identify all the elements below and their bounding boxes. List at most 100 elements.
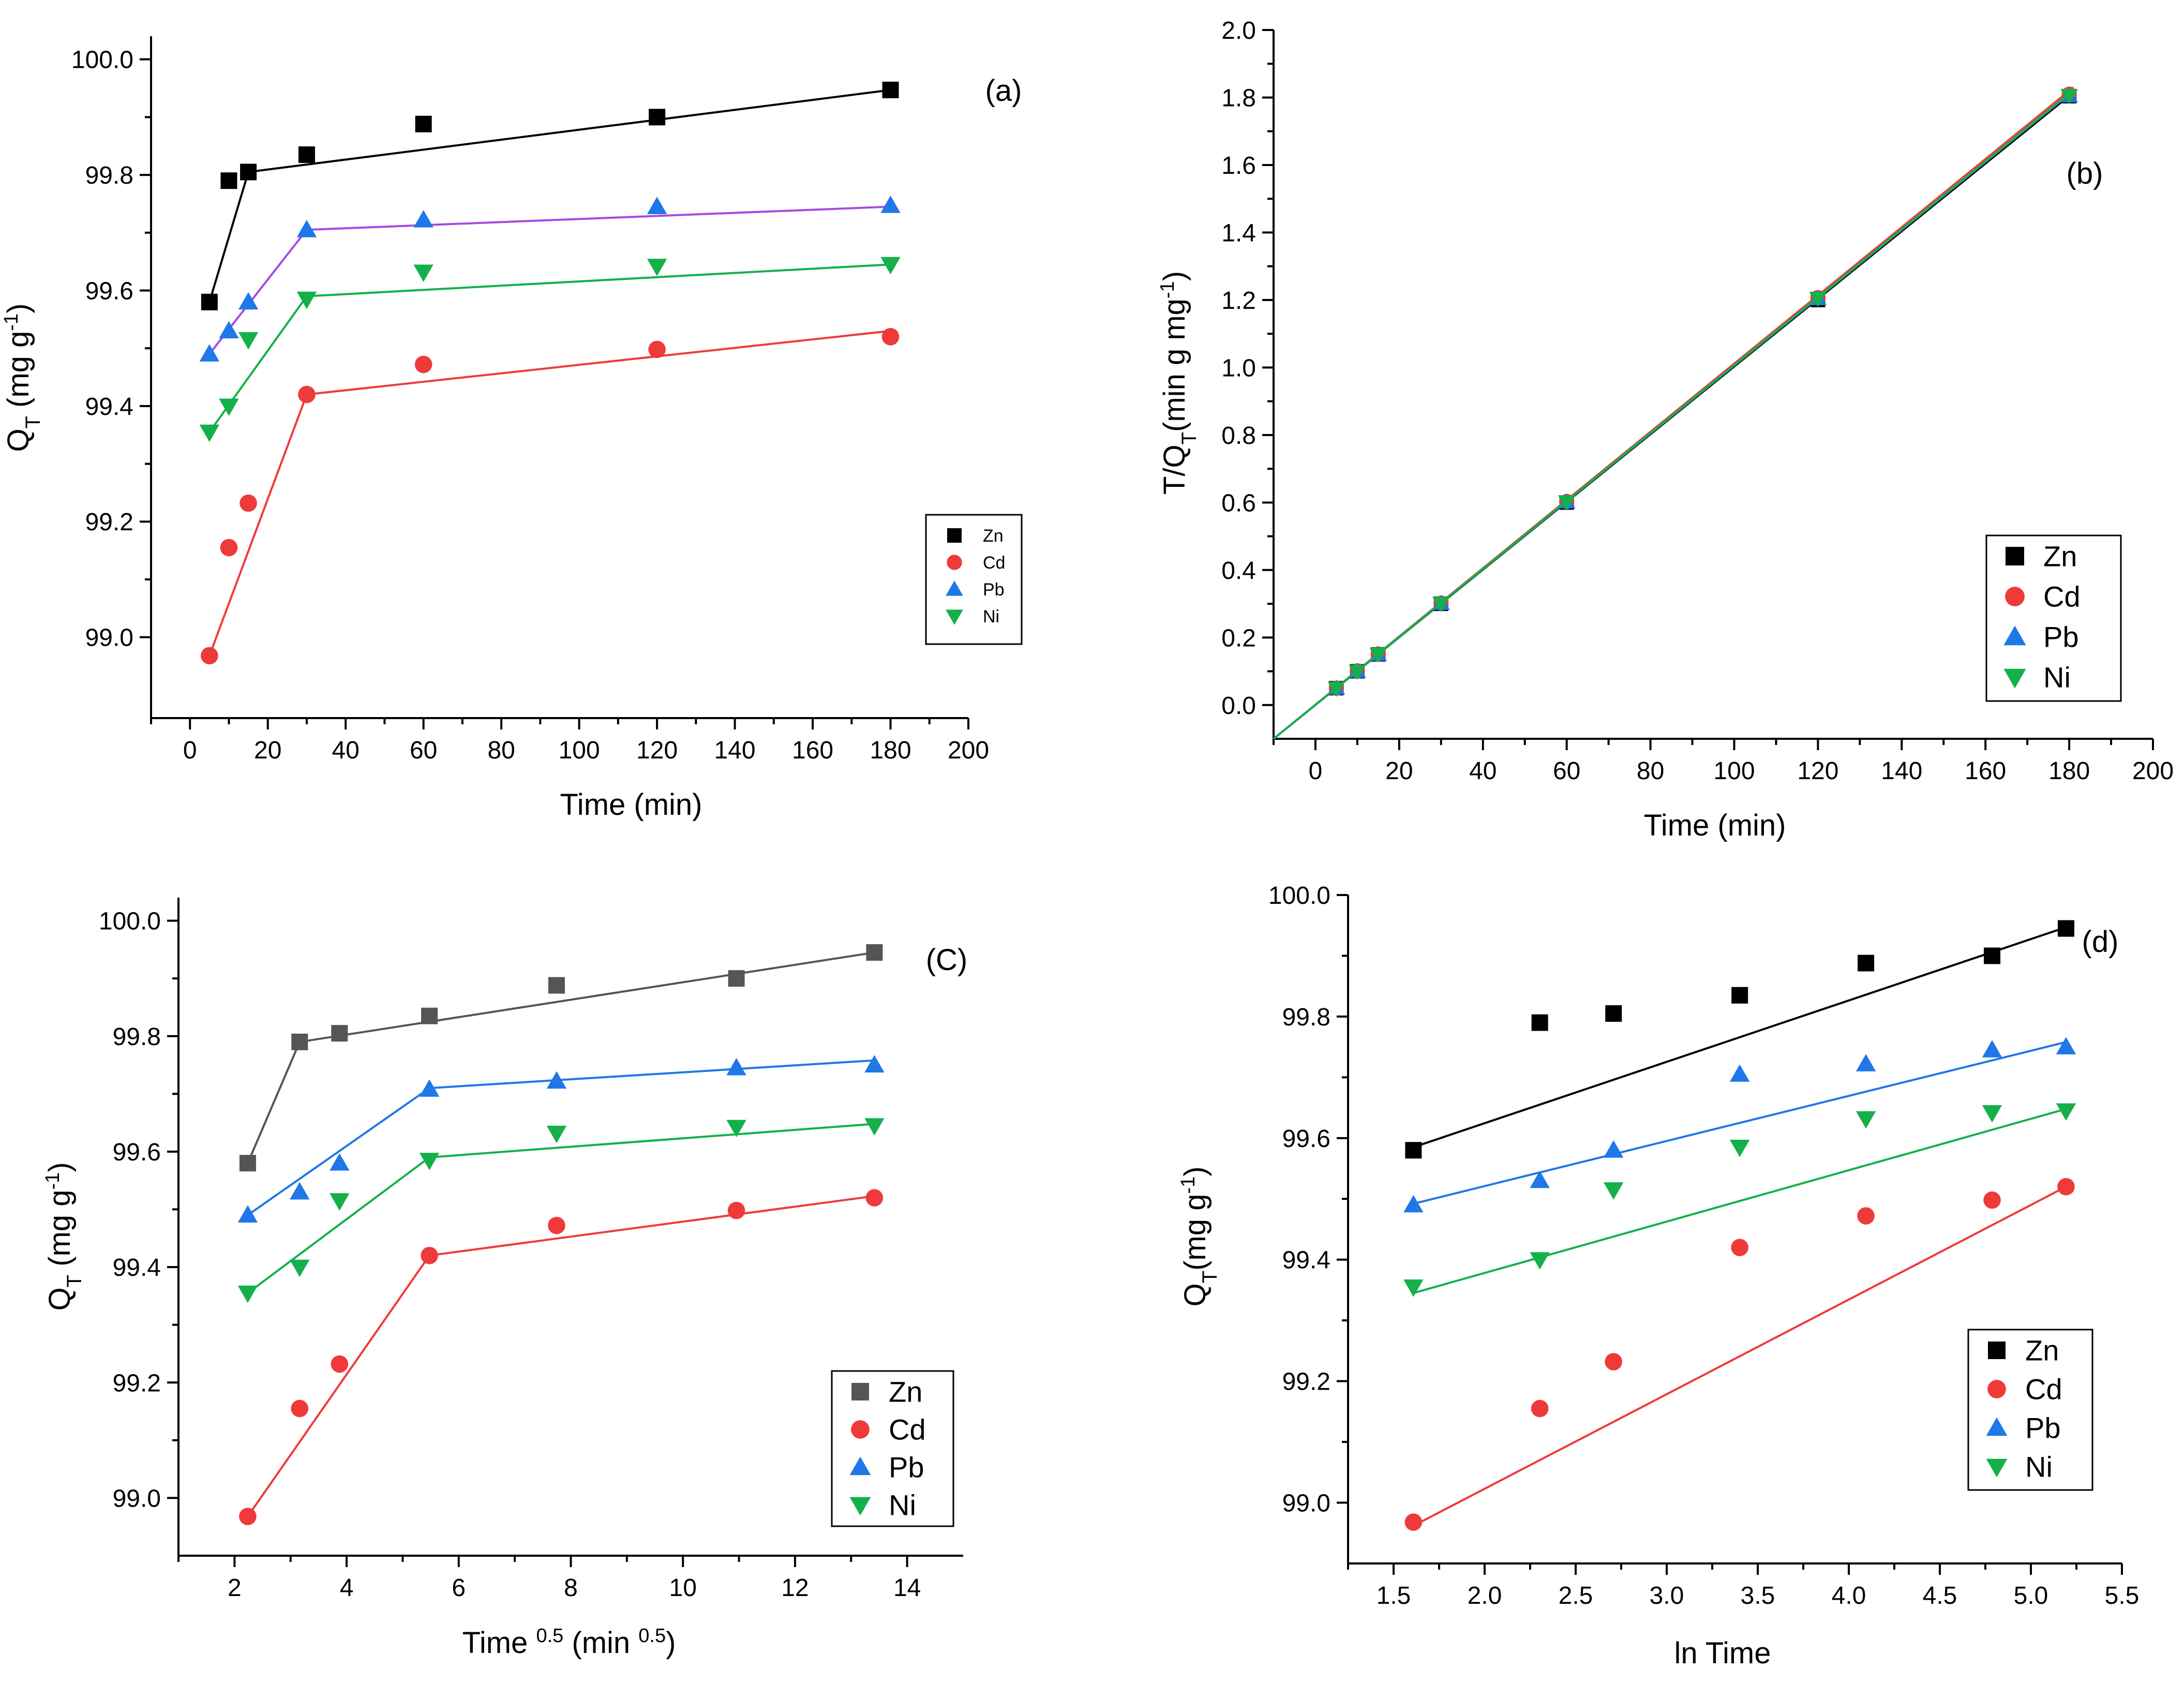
legend-marker-pb xyxy=(849,1456,871,1476)
x-tick-label: 2 xyxy=(228,1574,242,1602)
legend-marker-ni xyxy=(1986,1458,2008,1478)
panel-b: 0 20 40 60 80 100 120 140 160 180 200 0.0 0.2 0.4 0.6 0… xyxy=(1157,17,2174,842)
data-point-zn xyxy=(415,115,432,132)
data-point-pb xyxy=(647,197,667,214)
data-point-ni xyxy=(1530,1252,1550,1270)
legend-label-pb: Pb xyxy=(2025,1412,2061,1444)
y-tick-label: 99.8 xyxy=(113,1023,161,1051)
data-point-cd xyxy=(201,647,218,665)
data-point-ni xyxy=(1432,597,1450,613)
data-point-cd xyxy=(648,340,666,359)
fit-line-cd xyxy=(306,330,891,396)
data-point-zn xyxy=(548,977,565,994)
y-tick-label: 1.2 xyxy=(1221,287,1256,315)
fit-line-zn xyxy=(247,1041,301,1164)
data-point-pb xyxy=(1530,1170,1550,1188)
data-point-ni xyxy=(1809,292,1827,307)
x-tick-label: 40 xyxy=(332,737,359,764)
x-tick-label: 1.5 xyxy=(1377,1582,1411,1610)
fit-line-ni xyxy=(429,1123,875,1159)
data-point-cd xyxy=(1731,1239,1748,1257)
series-ni xyxy=(237,1118,885,1303)
x-axis-title: Time (min) xyxy=(1644,809,1786,842)
x-tick-label: 180 xyxy=(870,737,911,764)
legend-marker-cd xyxy=(2005,587,2025,606)
data-point-zn xyxy=(240,163,257,181)
x-tick-label: 4.5 xyxy=(1923,1582,1957,1610)
data-point-ni xyxy=(1369,647,1387,663)
data-point-pb xyxy=(1856,1054,1876,1071)
data-point-ni xyxy=(1729,1140,1750,1157)
data-point-zn xyxy=(331,1025,348,1042)
data-point-ni xyxy=(413,264,433,282)
x-tick-label: 100 xyxy=(559,737,600,764)
x-tick-label: 120 xyxy=(636,737,678,764)
data-point-pb xyxy=(2056,1037,2076,1055)
data-point-cd xyxy=(240,494,257,512)
data-point-cd xyxy=(1983,1191,2001,1209)
series-pb xyxy=(1403,1037,2076,1213)
y-tick-label: 99.2 xyxy=(1282,1368,1330,1396)
fit-line-zn xyxy=(299,951,875,1043)
legend: Zn Cd Pb Ni xyxy=(925,514,1023,645)
legend-label-ni: Ni xyxy=(2043,661,2071,694)
x-tick-label: 5.0 xyxy=(2014,1582,2048,1610)
y-tick-label: 99.6 xyxy=(1282,1125,1330,1153)
data-point-pb xyxy=(864,1055,885,1072)
legend-marker-ni xyxy=(946,609,963,625)
data-point-cd xyxy=(727,1201,745,1219)
x-tick-label: 140 xyxy=(1881,757,1922,785)
y-tick-label: 99.0 xyxy=(85,624,133,652)
y-tick-label: 99.4 xyxy=(85,393,133,421)
legend-label-pb: Pb xyxy=(983,580,1005,600)
fit-line-zn xyxy=(1413,926,2067,1149)
x-tick-label: 14 xyxy=(893,1574,921,1602)
y-tick-label: 0.2 xyxy=(1221,624,1256,652)
x-tick-label: 2.0 xyxy=(1468,1582,1502,1610)
legend: Zn Cd Pb Ni xyxy=(831,1370,954,1527)
data-point-zn xyxy=(1531,1014,1548,1031)
data-point-zn xyxy=(1405,1142,1422,1159)
y-tick-label: 0.0 xyxy=(1221,692,1256,720)
y-tick-label: 99.6 xyxy=(85,277,133,305)
x-tick-label: 6 xyxy=(452,1574,466,1602)
y-tick-label: 1.4 xyxy=(1221,219,1256,247)
x-tick-label: 200 xyxy=(948,737,989,764)
legend-marker-cd xyxy=(1987,1380,2006,1398)
y-tick-label: 100.0 xyxy=(1268,882,1330,910)
data-point-cd xyxy=(548,1216,565,1234)
x-axis-title: Time 0.5 (min 0.5) xyxy=(462,1625,676,1660)
series-cd xyxy=(201,328,900,665)
legend-marker-cd xyxy=(947,555,962,570)
legend-marker-cd xyxy=(851,1420,870,1439)
x-tick-label: 60 xyxy=(410,737,437,764)
data-point-pb xyxy=(1729,1064,1750,1082)
fit-line-cd xyxy=(429,1195,875,1257)
data-point-zn xyxy=(882,81,899,98)
series-pb xyxy=(237,1055,885,1223)
fit-line-ni xyxy=(1413,1108,2067,1294)
data-point-zn xyxy=(2057,920,2074,937)
y-tick-label: 99.8 xyxy=(85,162,133,189)
data-point-ni xyxy=(296,291,317,309)
panel-label: (d) xyxy=(2082,925,2119,959)
y-tick-label: 1.0 xyxy=(1221,354,1256,382)
data-point-zn xyxy=(239,1155,256,1172)
y-tick-label: 0.8 xyxy=(1221,422,1256,450)
x-tick-label: 80 xyxy=(487,737,515,764)
data-point-ni xyxy=(419,1153,440,1170)
data-point-ni xyxy=(1403,1279,1424,1297)
data-point-cd xyxy=(881,328,900,346)
data-point-zn xyxy=(649,109,666,126)
data-point-pb xyxy=(419,1079,440,1097)
x-tick-label: 200 xyxy=(2132,757,2174,785)
data-point-cd xyxy=(291,1399,309,1418)
y-tick-label: 1.6 xyxy=(1221,152,1256,180)
fit-line-zn xyxy=(208,171,250,303)
fit-line-cd xyxy=(208,394,308,657)
legend-marker-pb xyxy=(946,580,963,596)
data-point-ni xyxy=(1856,1111,1876,1129)
x-tick-label: 8 xyxy=(564,1574,578,1602)
data-point-zn xyxy=(1605,1005,1622,1022)
